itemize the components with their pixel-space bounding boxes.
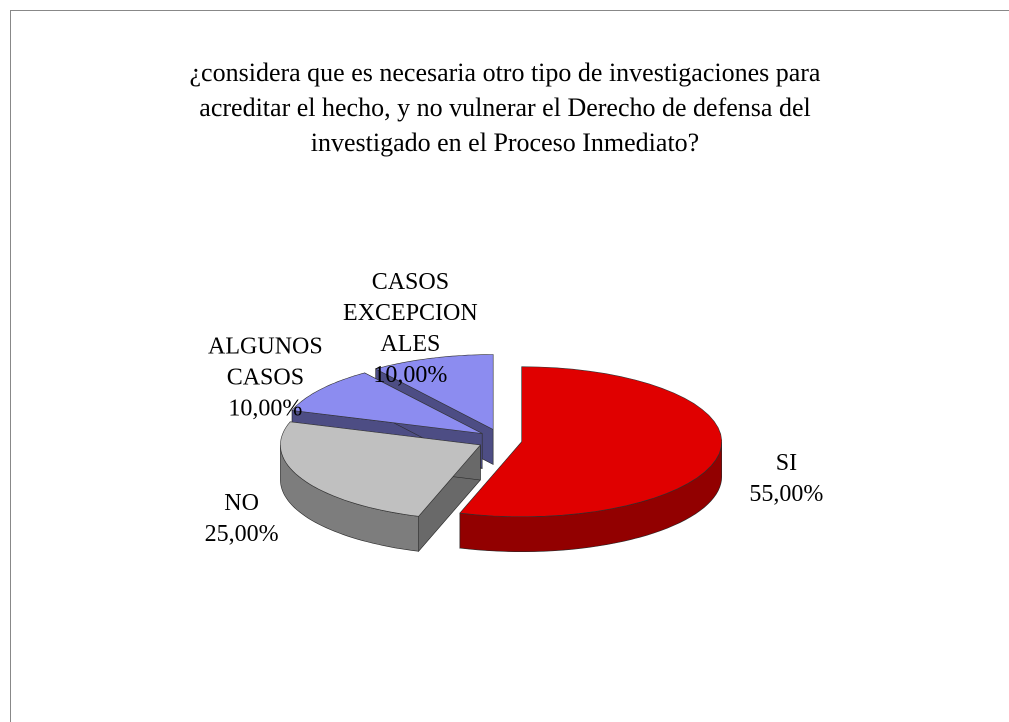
category-label: ALGUNOS CASOS xyxy=(208,333,323,391)
category-label: SI xyxy=(775,449,798,476)
frame xyxy=(10,10,1009,722)
category-label: CASOS EXCEPCIONALES xyxy=(343,269,478,358)
slice-shade xyxy=(459,441,722,552)
value-label: 25,00% xyxy=(204,520,279,547)
slice-shade xyxy=(280,445,419,552)
value-label: 55,00% xyxy=(749,480,824,507)
slice-label: ALGUNOS CASOS 10,00% xyxy=(195,332,335,425)
slice xyxy=(280,421,481,553)
value-label: 10,00% xyxy=(228,395,303,422)
slice-label: NO 25,00% xyxy=(172,488,312,550)
slice-label: SI 55,00% xyxy=(716,448,856,510)
slice-top xyxy=(459,366,723,518)
category-label: NO xyxy=(224,489,259,516)
slice-label: CASOS EXCEPCIONALES 10,00% xyxy=(340,267,480,391)
slice-top xyxy=(291,372,483,434)
slice-top xyxy=(374,354,494,431)
chart-title: ¿considera que es necesaria otro tipo de… xyxy=(189,58,821,157)
value-label: 10,00% xyxy=(373,362,448,389)
slice xyxy=(459,366,723,552)
slice-top xyxy=(280,421,481,517)
